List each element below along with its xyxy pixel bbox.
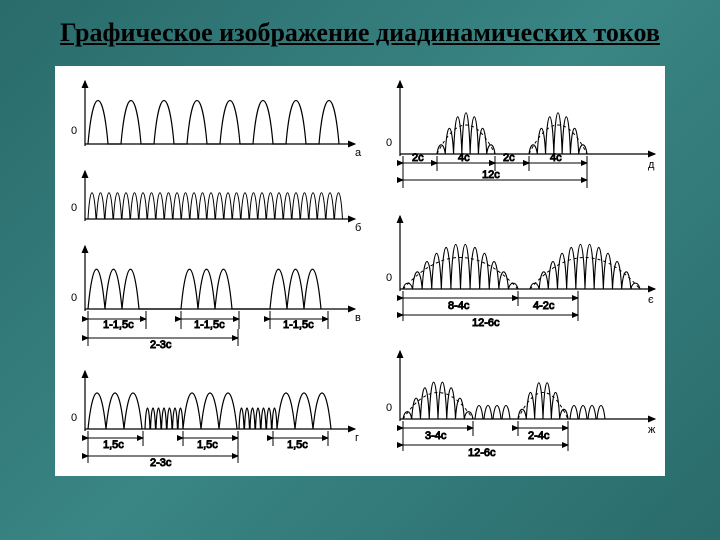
svg-text:2-3с: 2-3с bbox=[150, 457, 172, 469]
svg-text:12-6с: 12-6с bbox=[468, 447, 496, 459]
zero-label: 0 bbox=[71, 292, 77, 304]
svg-text:3-4с: 3-4с bbox=[425, 430, 447, 442]
svg-text:1,5с: 1,5с bbox=[197, 439, 218, 451]
panel-b: 0 б bbox=[71, 171, 361, 234]
panel-d: 0 д 2с 4с 2с 4с 12с bbox=[386, 81, 655, 188]
panel-zh: 0 ж 3-4с 2-4с 12-6с bbox=[386, 351, 656, 459]
zero-label: 0 bbox=[71, 412, 77, 424]
svg-text:12-6с: 12-6с bbox=[472, 317, 500, 329]
svg-text:2с: 2с bbox=[503, 152, 515, 164]
zero-label: 0 bbox=[386, 402, 392, 414]
panel-label: ж bbox=[648, 424, 656, 436]
zero-label: 0 bbox=[386, 137, 392, 149]
svg-text:1-1,5с: 1-1,5с bbox=[283, 319, 314, 331]
svg-text:2-4с: 2-4с bbox=[528, 430, 550, 442]
panel-label: д bbox=[648, 159, 655, 171]
svg-text:4с: 4с bbox=[550, 152, 562, 164]
svg-text:1,5с: 1,5с bbox=[103, 439, 124, 451]
panel-v: 0 в 1-1,5с 1-1,5с 1-1,5с 2-3с bbox=[71, 246, 361, 351]
svg-text:1-1,5с: 1-1,5с bbox=[194, 319, 225, 331]
svg-text:4-2с: 4-2с bbox=[533, 300, 555, 312]
svg-text:1-1,5с: 1-1,5с bbox=[103, 319, 134, 331]
svg-text:2-3с: 2-3с bbox=[150, 339, 172, 351]
zero-label: 0 bbox=[386, 272, 392, 284]
svg-text:2с: 2с bbox=[412, 152, 424, 164]
svg-text:12с: 12с bbox=[482, 169, 500, 181]
svg-text:4с: 4с bbox=[458, 152, 470, 164]
zero-label: 0 bbox=[71, 202, 77, 214]
panel-g: 0 г 1,5с 1,5с 1,5с 2-3с bbox=[71, 371, 359, 469]
panel-e: 0 є 8-4с 4-2с 12-6с bbox=[386, 216, 655, 329]
panel-label: а bbox=[355, 147, 362, 159]
panel-label: в bbox=[355, 312, 361, 324]
panel-label: є bbox=[648, 294, 654, 306]
panel-label: г bbox=[355, 432, 359, 444]
svg-text:8-4с: 8-4с bbox=[448, 300, 470, 312]
svg-text:1,5с: 1,5с bbox=[287, 439, 308, 451]
waveform-diagram: 0 а 0 б 0 в 1-1,5с 1-1,5с 1-1,5с 2-3с 0 … bbox=[55, 66, 665, 476]
panel-a: 0 а bbox=[71, 81, 362, 159]
zero-label: 0 bbox=[71, 125, 77, 137]
page-title: Графическое изображение диадинамических … bbox=[0, 0, 720, 56]
panel-label: б bbox=[355, 222, 361, 234]
